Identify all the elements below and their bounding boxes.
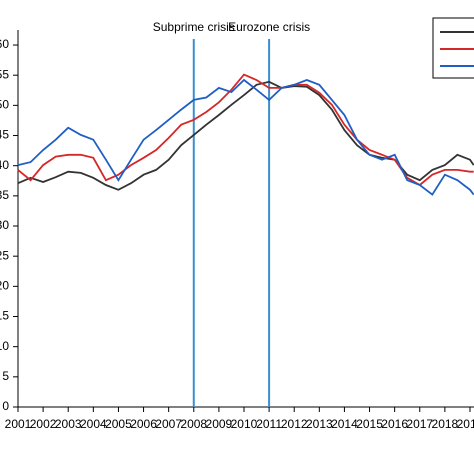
y-tick-label: 60 [0,37,9,51]
x-tick-label: 2019 [457,417,474,431]
x-tick-label: 2008 [180,417,207,431]
event-label: Eurozone crisis [228,20,310,34]
y-tick-label: 20 [0,279,9,293]
x-tick-label: 2012 [281,417,308,431]
y-tick-label: 10 [0,339,9,353]
y-tick-label: 25 [0,248,9,262]
x-tick-label: 2007 [155,417,182,431]
y-tick-label: 50 [0,98,9,112]
event-label: Subprime crisis [153,20,235,34]
series-line [17,73,474,187]
y-tick-label: 15 [0,309,9,323]
x-tick-label: 2001 [5,417,32,431]
x-tick-label: 2015 [356,417,383,431]
y-tick-label: 0 [2,399,9,413]
x-tick-label: 2004 [80,417,107,431]
x-tick-label: 2009 [206,417,233,431]
x-tick-label: 2006 [130,417,157,431]
y-tick-label: 40 [0,158,9,172]
x-tick-label: 2011 [256,417,282,431]
series-line [17,78,474,196]
series-line [17,80,474,191]
x-tick-label: 2018 [432,417,459,431]
y-tick-label: 30 [0,218,9,232]
y-tick-label: 35 [0,188,9,202]
x-tick-label: 2014 [331,417,358,431]
x-tick-label: 2013 [306,417,333,431]
x-tick-label: 2016 [381,417,408,431]
x-tick-label: 2010 [231,417,258,431]
y-tick-label: 55 [0,67,9,81]
x-tick-label: 2003 [55,417,82,431]
y-tick-label: 5 [2,369,9,383]
x-tick-label: 2005 [105,417,132,431]
x-tick-label: 2017 [406,417,433,431]
x-tick-label: 2002 [30,417,57,431]
y-tick-label: 45 [0,128,9,142]
